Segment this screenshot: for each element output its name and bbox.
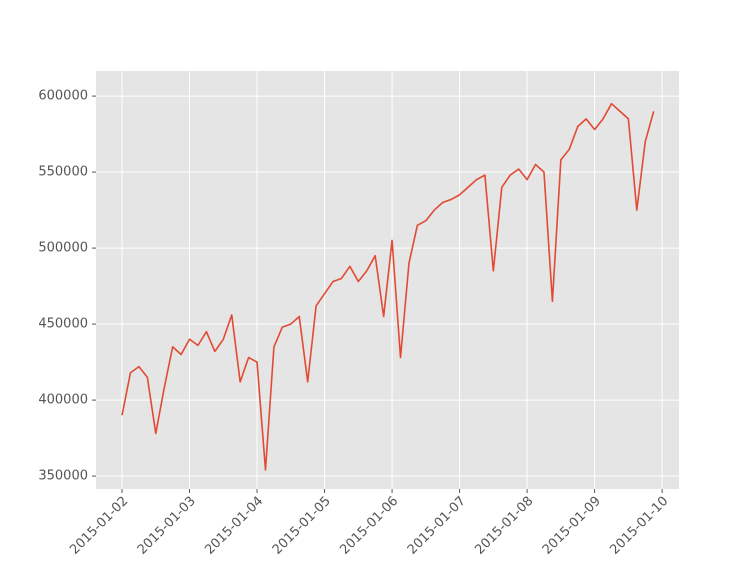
x-tick-label: 2015-01-03 [135,494,199,558]
x-tick-label: 2015-01-04 [202,494,266,558]
y-tick-label: 350000 [38,469,88,484]
y-tick-label: 450000 [38,317,88,332]
x-tick-label: 2015-01-09 [540,494,604,558]
y-tick-label: 600000 [38,89,88,104]
y-tick-label: 500000 [38,241,88,256]
x-tick-label: 2015-01-10 [607,494,671,558]
x-tick-label: 2015-01-08 [472,494,536,558]
x-tick-label: 2015-01-05 [270,494,334,558]
x-tick-label: 2015-01-02 [67,494,131,558]
x-tick-label: 2015-01-07 [405,494,469,558]
y-tick-label: 550000 [38,165,88,180]
data-line [121,102,655,471]
x-tick-label: 2015-01-06 [337,494,401,558]
y-tick-label: 400000 [38,393,88,408]
